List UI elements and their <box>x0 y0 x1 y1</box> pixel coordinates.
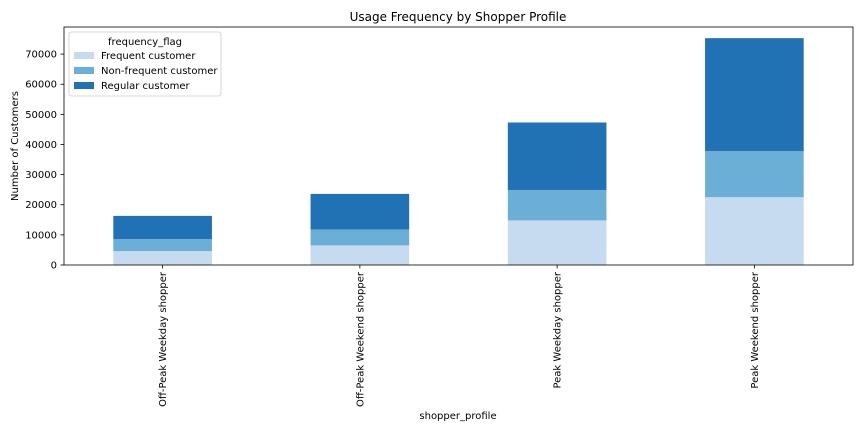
bar-3-3 <box>507 122 607 190</box>
x-tick-label-1: Off-Peak Weekday shopper <box>158 271 169 407</box>
legend: frequency_flag Frequent customer Non-frequ… <box>68 31 222 97</box>
legend-box <box>68 31 222 97</box>
bar-2-2 <box>310 229 410 246</box>
axes-group: 0 10000 20000 30000 40000 50000 60000 70000 Off-… <box>25 26 854 407</box>
x-tick-label-3: Peak Weekday shopper <box>553 271 564 388</box>
bar-1-4 <box>705 197 804 265</box>
bar-1-1 <box>113 251 212 265</box>
y-tick-label-3: 20000 <box>25 200 57 211</box>
bar-3-4 <box>705 38 804 152</box>
bar-3-2 <box>310 193 410 230</box>
y-axis-label: Number of Customers <box>10 91 21 201</box>
bar-2-3 <box>507 189 607 221</box>
y-tick-label-1: 0 <box>51 261 57 272</box>
y-tick-label-5: 40000 <box>25 140 57 151</box>
y-tick-label-7: 60000 <box>25 80 57 91</box>
plot-frame <box>63 26 854 266</box>
bar-2-1 <box>113 239 212 252</box>
chart-title: Usage Frequency by Shopper Profile <box>350 10 567 24</box>
legend-swatch-2 <box>74 67 94 74</box>
y-tick-label-6: 50000 <box>25 110 57 121</box>
legend-label-3: Regular customer <box>101 81 191 92</box>
bar-1-3 <box>507 220 607 265</box>
x-tick-label-4: Peak Weekend shopper <box>750 271 761 388</box>
bars-group <box>113 38 804 265</box>
bar-1-2 <box>310 245 410 265</box>
legend-label-2: Non-frequent customer <box>101 66 218 77</box>
bar-2-4 <box>705 151 804 198</box>
y-tick-label-4: 30000 <box>25 170 57 181</box>
legend-title: frequency_flag <box>108 37 182 48</box>
legend-label-1: Frequent customer <box>101 51 196 62</box>
y-tick-label-2: 10000 <box>25 230 57 241</box>
bar-3-1 <box>113 215 212 240</box>
x-axis-label: shopper_profile <box>419 411 496 422</box>
x-tick-label-2: Off-Peak Weekend shopper <box>355 271 366 407</box>
legend-swatch-3 <box>74 82 94 89</box>
y-tick-label-8: 70000 <box>25 50 57 61</box>
legend-swatch-1 <box>74 52 94 59</box>
